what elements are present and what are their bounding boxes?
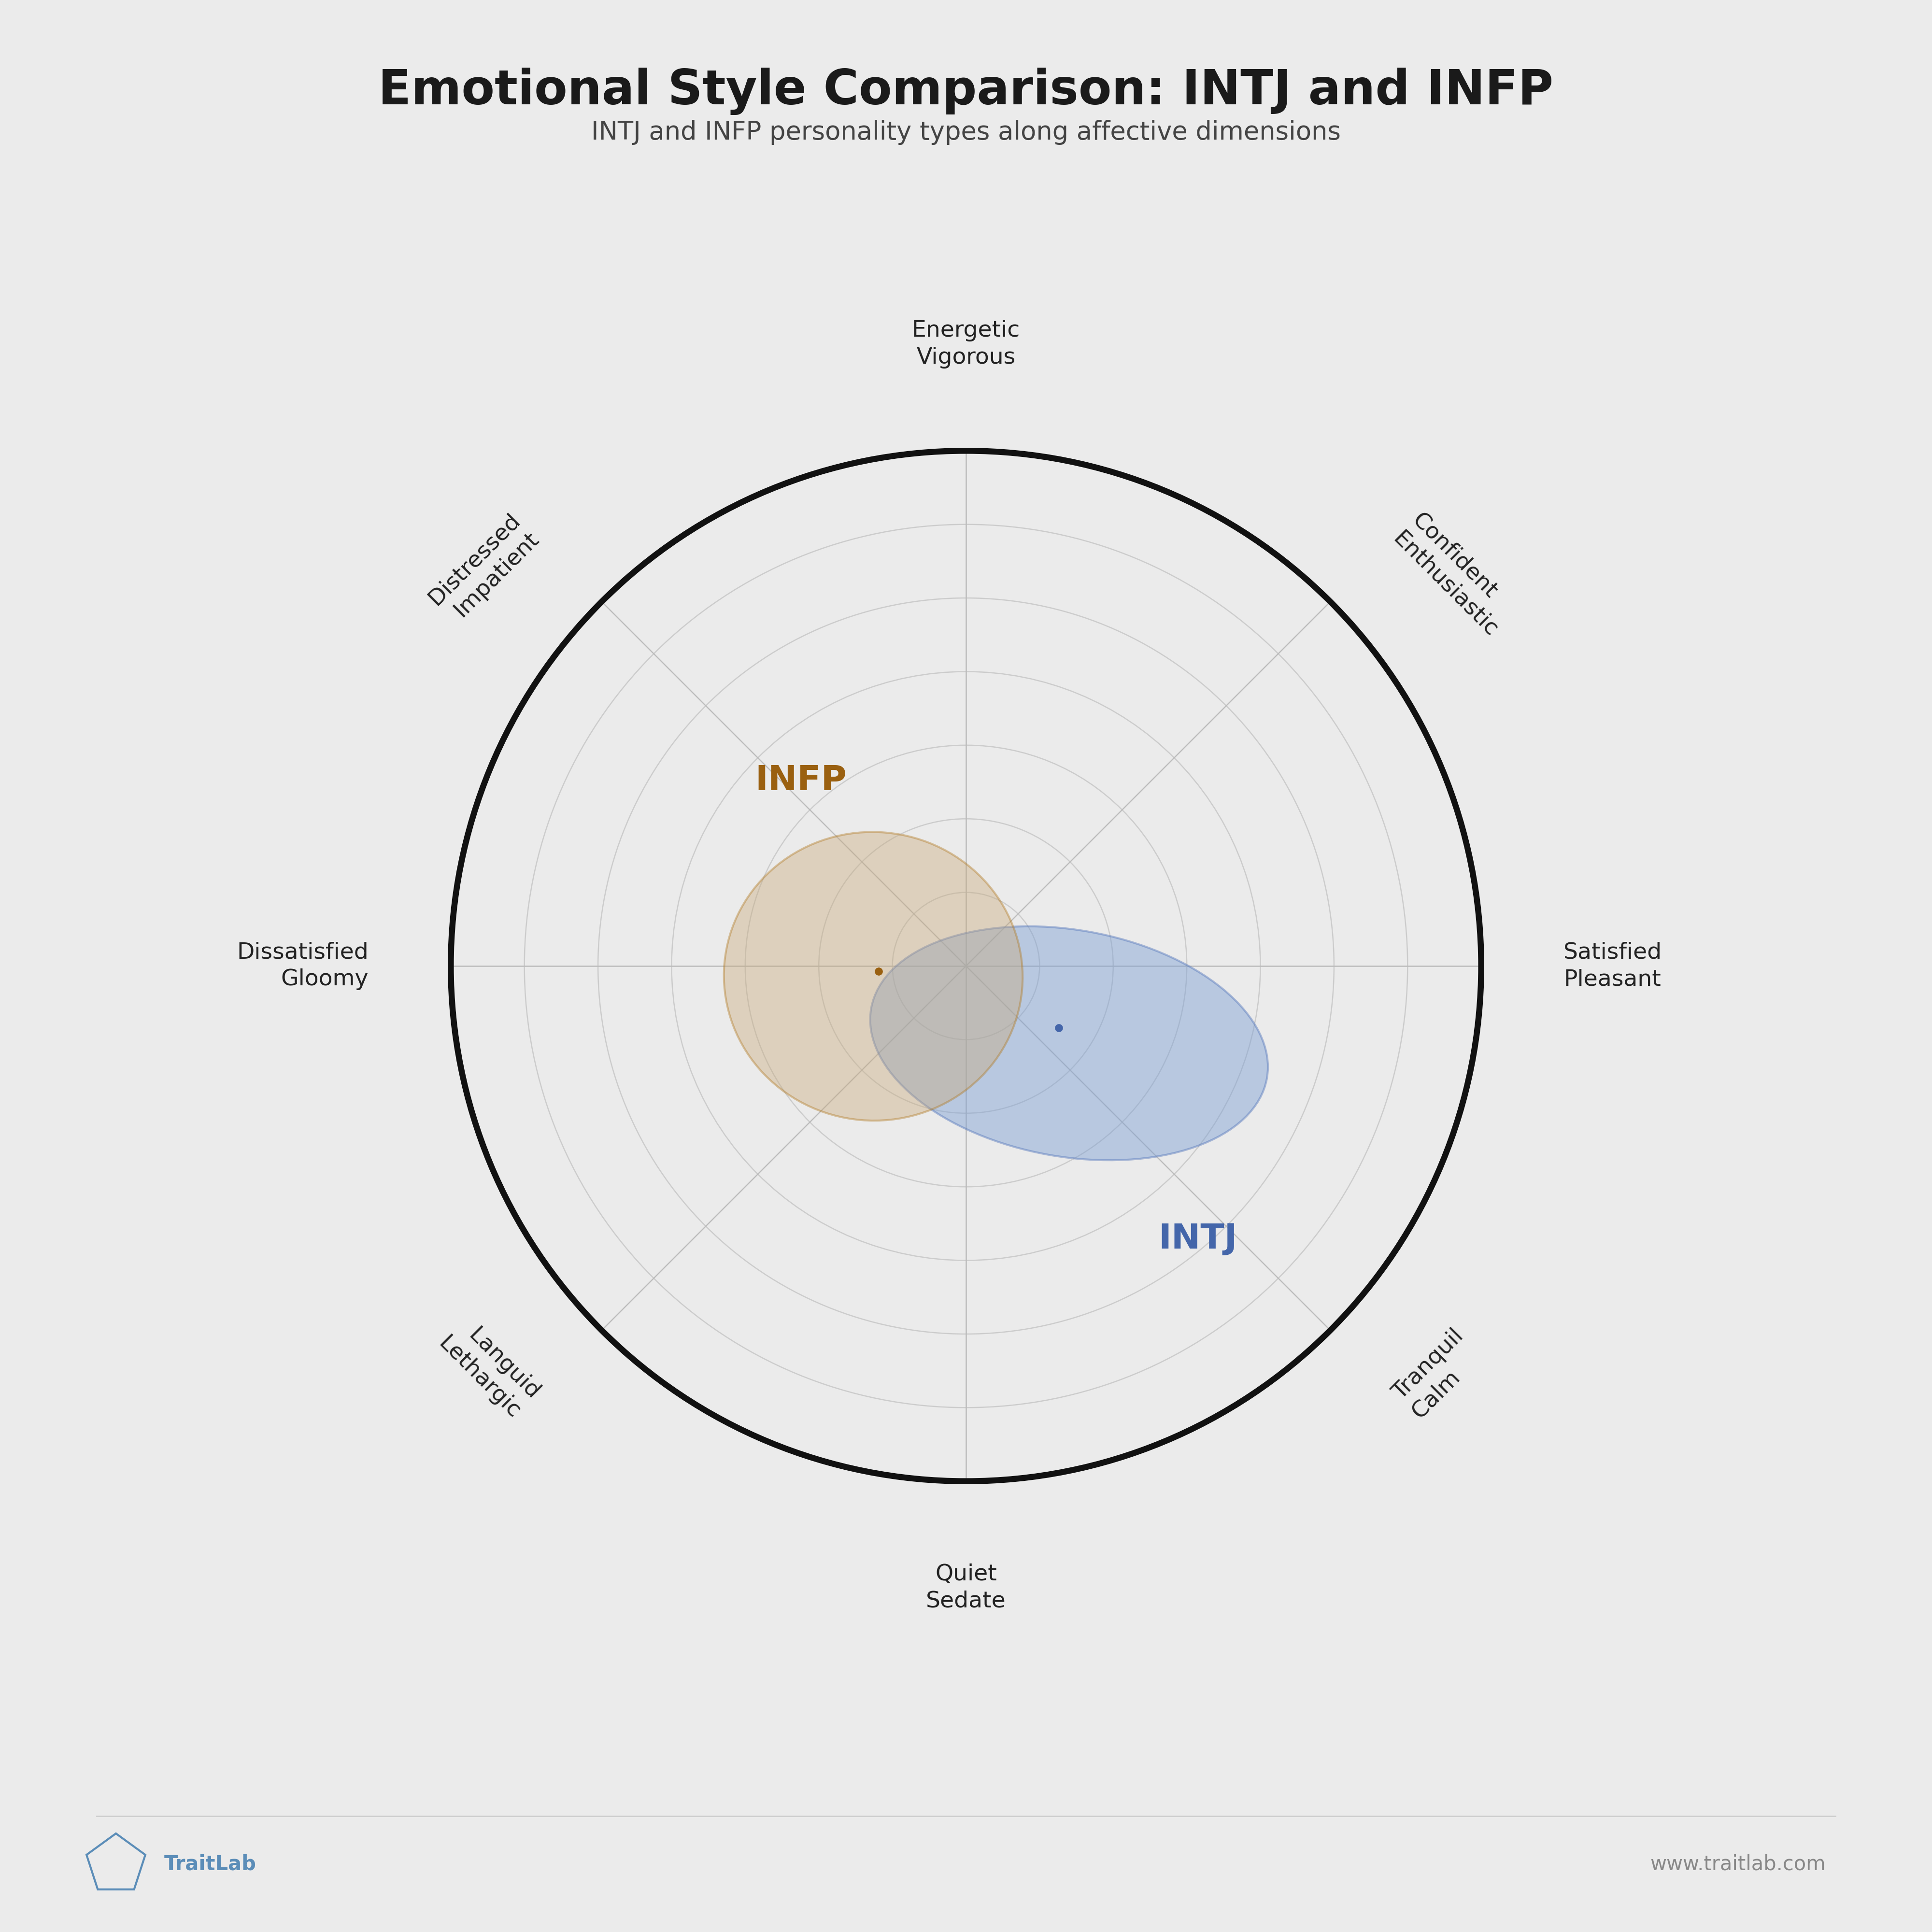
Text: Tranquil
Calm: Tranquil Calm: [1389, 1325, 1486, 1422]
Ellipse shape: [724, 833, 1022, 1121]
Text: INFP: INFP: [755, 763, 846, 798]
Text: Distressed
Impatient: Distressed Impatient: [425, 510, 543, 628]
Text: INTJ: INTJ: [1159, 1223, 1236, 1256]
Text: Confident
Enthusiastic: Confident Enthusiastic: [1389, 510, 1520, 641]
Text: INTJ and INFP personality types along affective dimensions: INTJ and INFP personality types along af…: [591, 120, 1341, 145]
Point: [1043, 1012, 1074, 1043]
Text: TraitLab: TraitLab: [164, 1855, 257, 1874]
Text: Satisfied
Pleasant: Satisfied Pleasant: [1563, 941, 1662, 991]
Text: Emotional Style Comparison: INTJ and INFP: Emotional Style Comparison: INTJ and INF…: [379, 68, 1553, 116]
Text: Energetic
Vigorous: Energetic Vigorous: [912, 321, 1020, 369]
Text: www.traitlab.com: www.traitlab.com: [1650, 1855, 1826, 1874]
Text: Dissatisfied
Gloomy: Dissatisfied Gloomy: [236, 941, 369, 991]
Ellipse shape: [869, 925, 1267, 1161]
Text: Languid
Lethargic: Languid Lethargic: [435, 1314, 543, 1422]
Text: Quiet
Sedate: Quiet Sedate: [925, 1563, 1007, 1611]
Point: [864, 956, 895, 987]
